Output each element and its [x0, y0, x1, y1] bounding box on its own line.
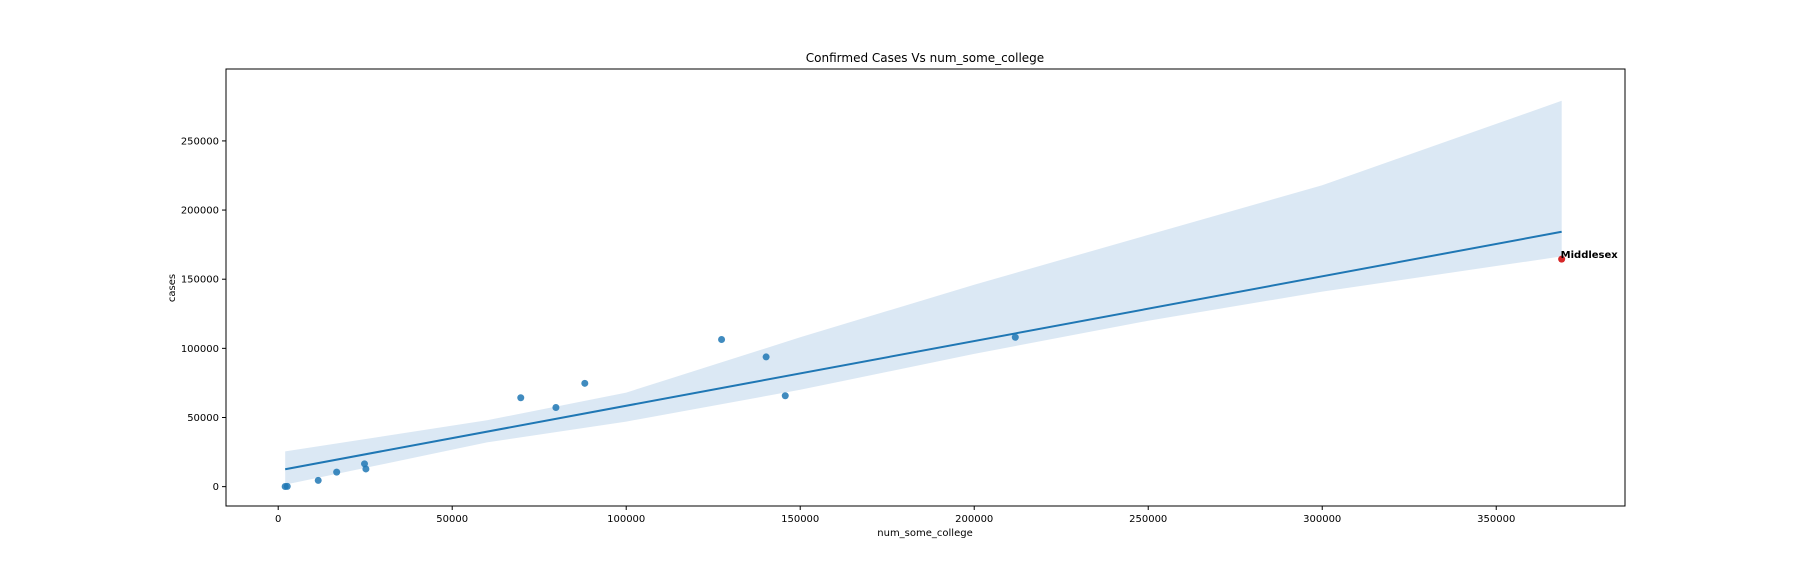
regression-line	[284, 230, 1562, 471]
x-tick-label: 150000	[781, 514, 819, 525]
x-tick-label: 350000	[1477, 514, 1515, 525]
x-axis-ticks: 0 50000 100000 150000 200000 250000 300000 3500…	[275, 506, 1515, 525]
data-point	[283, 482, 291, 490]
y-tick-label: 200000	[181, 206, 219, 217]
x-tick-label: 50000	[436, 514, 468, 525]
highlight-label: Middlesex	[1561, 250, 1619, 261]
confidence-band-layer	[285, 100, 1562, 485]
y-tick-label: 100000	[181, 344, 219, 355]
y-tick-label: 250000	[181, 136, 219, 147]
x-tick-label: 200000	[955, 514, 993, 525]
data-point	[718, 335, 726, 343]
data-points-layer: Middlesex	[281, 250, 1619, 491]
data-point	[552, 404, 560, 412]
regression-line-layer	[284, 230, 1562, 471]
x-tick-label: 0	[275, 514, 281, 525]
confidence-band	[285, 100, 1562, 485]
data-point	[781, 392, 789, 400]
data-point	[762, 353, 770, 361]
y-axis-ticks: 0 50000 100000 150000 200000 250000	[181, 136, 226, 493]
highlight-point	[1558, 255, 1566, 263]
data-point	[581, 379, 589, 387]
x-tick-label: 300000	[1303, 514, 1341, 525]
x-tick-label: 100000	[607, 514, 645, 525]
x-tick-label: 250000	[1129, 514, 1167, 525]
data-point	[362, 465, 370, 473]
x-axis-label: num_some_college	[877, 528, 972, 539]
plot-frame	[225, 68, 1626, 507]
y-tick-label: 50000	[187, 413, 219, 424]
y-axis-label: cases	[167, 274, 178, 302]
data-point	[1011, 333, 1019, 341]
chart-title: Confirmed Cases Vs num_some_college	[806, 51, 1044, 65]
data-point	[517, 394, 525, 402]
y-tick-label: 0	[213, 482, 219, 493]
data-point	[314, 476, 322, 484]
data-point	[333, 468, 341, 476]
y-tick-label: 150000	[181, 275, 219, 286]
